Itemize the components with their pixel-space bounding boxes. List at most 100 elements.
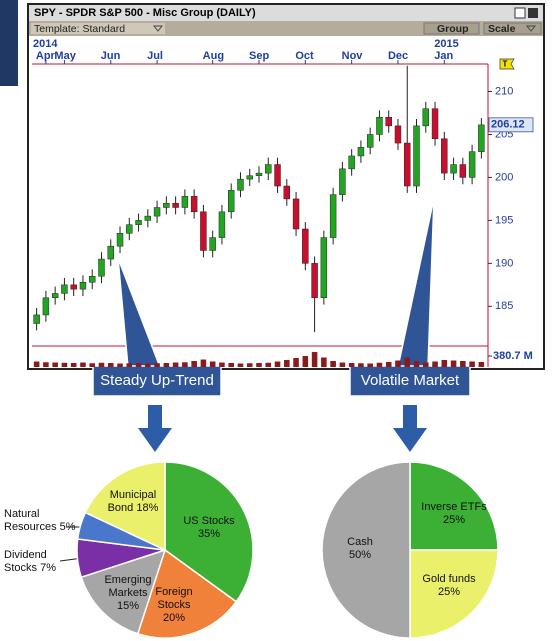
candle-body (404, 142, 411, 187)
template-label: Template: Standard (34, 23, 125, 35)
dropdown-icon (525, 25, 537, 32)
volume-bar (246, 363, 253, 367)
slice-label: Emerging Markets 15% (100, 574, 156, 613)
candle-body (172, 202, 179, 208)
slice-name: Gold funds (422, 573, 476, 585)
volume-bar (200, 359, 207, 367)
candle-body (98, 258, 105, 277)
window-button[interactable] (514, 7, 526, 19)
candle-body (42, 297, 50, 316)
candle-body (265, 164, 272, 174)
candle-body (163, 202, 170, 208)
scale-button[interactable] (483, 22, 542, 35)
x-tick-label: Oct (295, 50, 314, 62)
volume-bar (265, 362, 272, 367)
candle-body (144, 215, 152, 221)
slice-value: 15% (116, 600, 140, 612)
candle-body (237, 178, 244, 191)
slice-value: 50% (348, 549, 372, 561)
slice-value: 5% (59, 521, 76, 533)
volume-bar (422, 362, 429, 367)
volume-bar (376, 362, 383, 367)
volume-bar (98, 362, 105, 367)
volume-bar (135, 363, 142, 367)
last-price-box (488, 117, 534, 133)
x-tick-label: Aug (203, 50, 224, 62)
group-label: Group (437, 23, 469, 35)
volume-bar (80, 362, 86, 367)
x-tick-label: May (54, 50, 76, 62)
volume-bar (61, 362, 68, 367)
y-tick-label: 190 (495, 257, 513, 269)
volume-bar (367, 363, 373, 367)
slice-name: Municipal Bond (107, 489, 157, 514)
x-tick-label: Jun (101, 50, 121, 62)
flag-label: T (503, 60, 508, 69)
candle-body (153, 207, 161, 217)
slice-label: Foreign Stocks 20% (150, 586, 198, 625)
slice-value: 25% (437, 586, 461, 598)
slice-name: Cash (347, 536, 373, 548)
volume-bar (163, 363, 170, 367)
y-tick-label: 200 (495, 171, 513, 183)
candle-body (348, 155, 355, 170)
candle-body (181, 196, 189, 208)
x-tick-label: Sep (249, 50, 269, 62)
volume-bar (302, 356, 309, 367)
candle-body (190, 196, 198, 213)
pie-slice (84, 461, 166, 552)
slice-name: Inverse ETFs (421, 501, 487, 513)
candle-body (394, 125, 402, 144)
callout-text: Steady Up-Trend (100, 372, 214, 389)
volume-bar (413, 361, 420, 367)
candle-body (200, 211, 207, 251)
window-title: SPY - SPDR S&P 500 - Misc Group (DAILY) (34, 7, 256, 19)
volume-bar (209, 361, 216, 367)
candle-body (468, 151, 476, 178)
volume-bar (237, 363, 244, 367)
candle-body (459, 164, 467, 178)
down-arrow (138, 405, 172, 452)
x-tick-label: Jul (147, 50, 163, 62)
close-button[interactable] (528, 8, 538, 18)
candle-body (209, 237, 216, 251)
candle-body (255, 172, 263, 176)
volume-bar (228, 363, 234, 367)
candle-body (339, 168, 346, 195)
volume-bar (441, 360, 448, 367)
callout-box (349, 365, 471, 397)
group-button[interactable] (423, 22, 480, 35)
candle-body (385, 117, 392, 127)
candle-body (311, 263, 318, 298)
candle-body (431, 108, 439, 140)
volume-bar (358, 363, 364, 367)
slice-value: 7% (40, 562, 56, 574)
year-label: 2015 (434, 38, 458, 50)
x-tick-label: Jan (434, 50, 453, 62)
y-tick-label: 185 (495, 300, 513, 312)
volume-bar (348, 363, 355, 367)
pie-slice (409, 549, 499, 639)
volume-bar (460, 361, 466, 367)
candle-body (126, 224, 133, 234)
title-bar (29, 5, 543, 21)
candle-body (218, 211, 226, 238)
slice-value: 20% (162, 612, 186, 624)
year-label: 2014 (33, 38, 58, 50)
pie-slice (409, 461, 499, 551)
volume-bar (154, 363, 160, 367)
slice-label: US Stocks 35% (178, 515, 240, 541)
candle-body (70, 284, 77, 290)
candle-body (302, 228, 309, 264)
volume-bar (191, 361, 197, 367)
slice-value: 25% (442, 514, 466, 526)
candle-body (450, 164, 457, 174)
template-dropdown[interactable] (31, 23, 165, 34)
candle-body (107, 245, 114, 260)
volume-bar (52, 362, 58, 367)
volume-tick-label: 380.7 M (493, 350, 533, 362)
volume-bar (33, 361, 40, 367)
volume-bar (404, 357, 411, 367)
